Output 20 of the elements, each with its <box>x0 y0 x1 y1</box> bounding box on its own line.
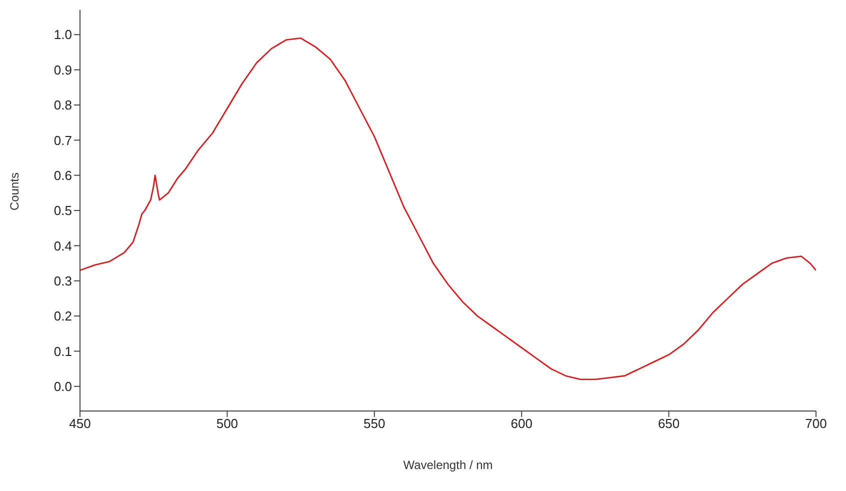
y-tick-label: 0.1 <box>54 344 72 359</box>
x-tick-label: 700 <box>805 416 827 432</box>
y-tick-label: 0.0 <box>54 378 72 394</box>
y-axis-title: Counts <box>7 172 22 210</box>
y-tick-label: 0.8 <box>54 98 72 113</box>
y-tick-label: 1.0 <box>54 27 72 42</box>
x-tick-label: 650 <box>658 416 680 432</box>
x-tick-label: 600 <box>510 416 532 432</box>
x-tick-label: 500 <box>216 416 238 432</box>
y-tick-label: 0.6 <box>54 168 72 183</box>
y-tick-label: 0.7 <box>54 132 72 148</box>
y-tick-label: 0.4 <box>54 238 72 254</box>
x-axis-title: Wavelength / nm <box>403 458 493 472</box>
line-series <box>80 37 816 380</box>
y-tick-label: 0.9 <box>54 62 72 78</box>
x-tick-label: 550 <box>364 416 386 432</box>
x-tick-label: 450 <box>69 416 91 432</box>
y-tick-label: 0.5 <box>54 203 72 218</box>
y-tick-label: 0.2 <box>54 308 72 324</box>
y-tick-label: 0.3 <box>54 273 72 288</box>
